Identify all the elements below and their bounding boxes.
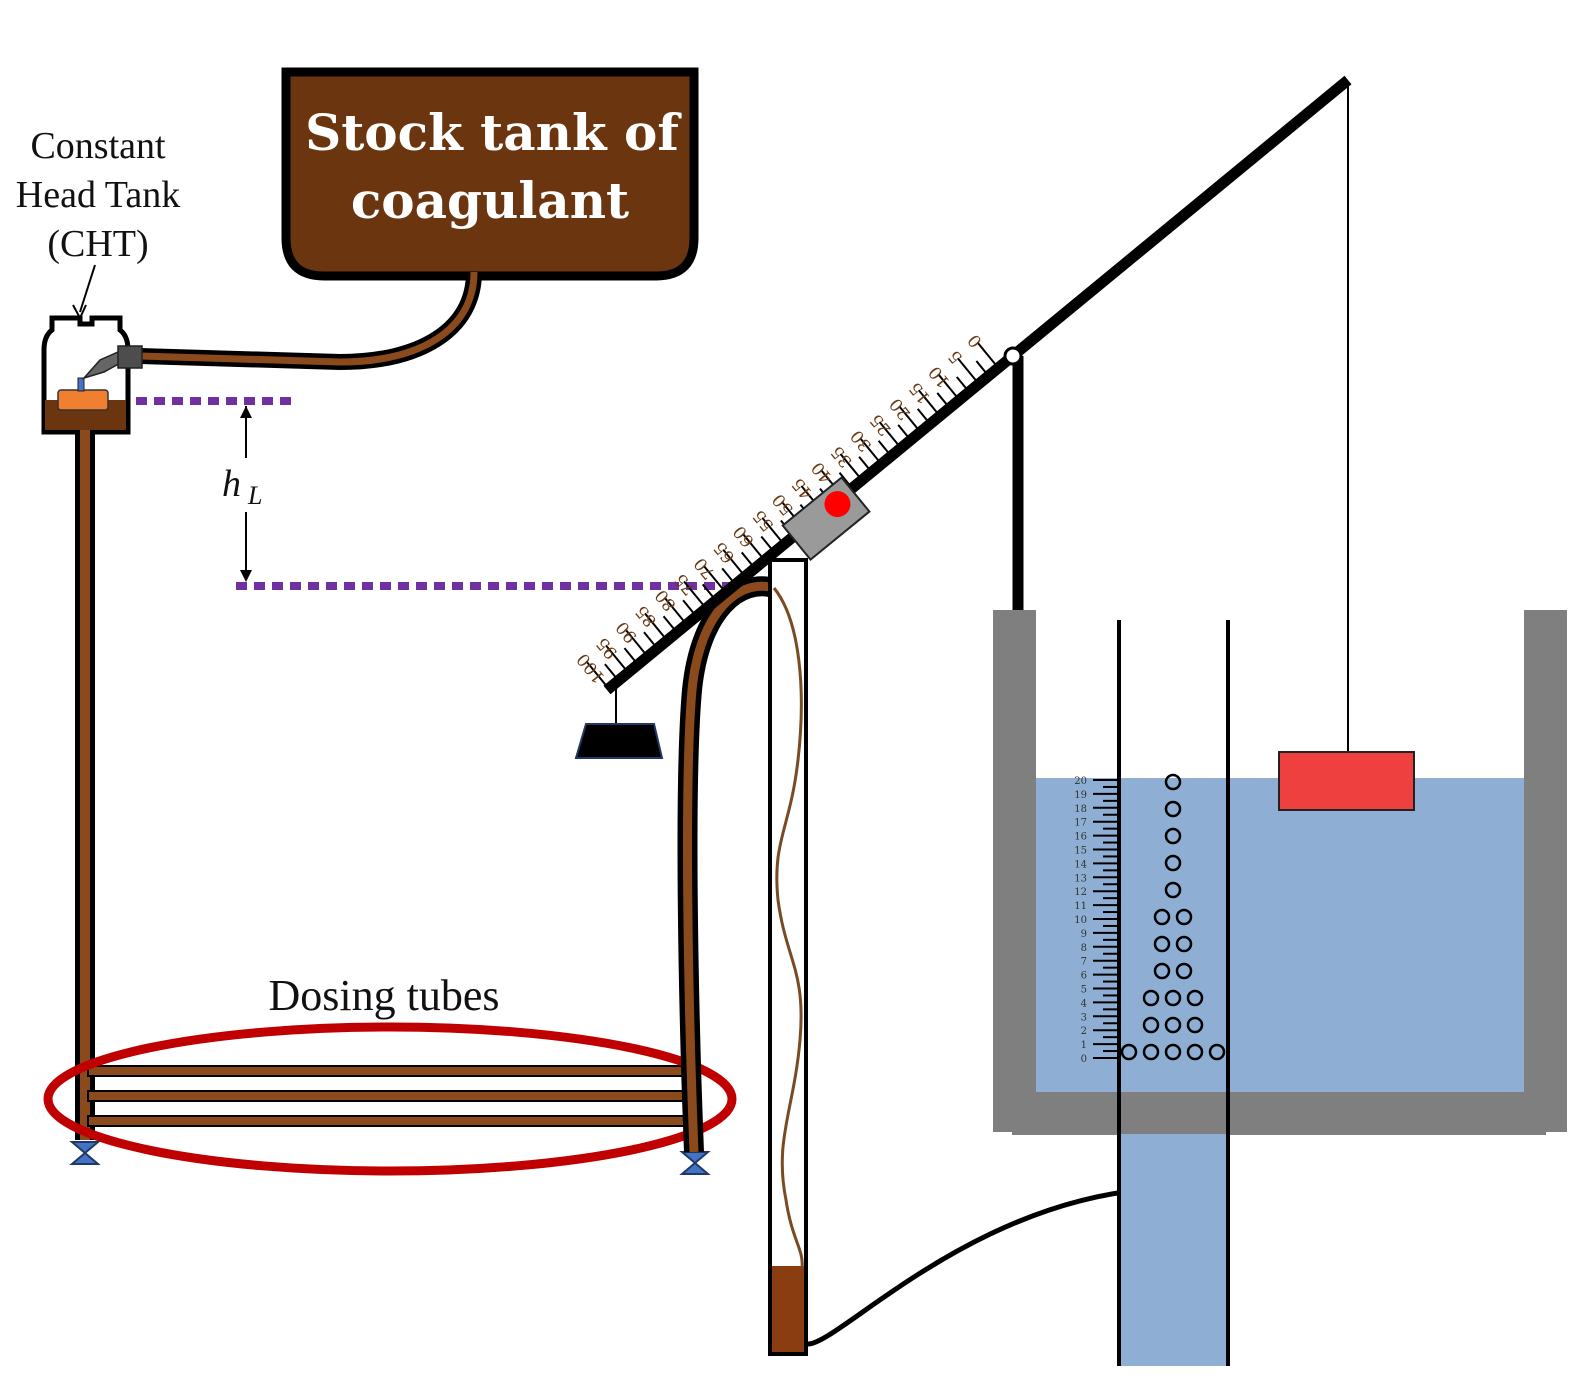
water-gauge-label: 5 bbox=[1081, 985, 1087, 996]
tank-water bbox=[1036, 778, 1524, 1094]
lever-scale-tick bbox=[937, 373, 962, 403]
pivot-point bbox=[1003, 346, 1023, 366]
lever-scale-tick bbox=[859, 437, 884, 467]
lever-scale-tick bbox=[721, 567, 737, 586]
drop-tube bbox=[768, 558, 808, 1356]
lever-scale-tick bbox=[623, 647, 640, 666]
lever-arm bbox=[574, 75, 1352, 759]
water-gauge-label: 14 bbox=[1074, 859, 1087, 870]
lever-scale-tick bbox=[702, 564, 728, 594]
drain-hose bbox=[807, 1185, 1176, 1347]
cht-label-line2: Head Tank bbox=[16, 174, 180, 216]
lever-scale-tick bbox=[740, 551, 757, 571]
bubble-pattern bbox=[1120, 773, 1226, 1061]
water-gauge-label: 1 bbox=[1081, 1040, 1087, 1051]
water-gauge-label: 6 bbox=[1081, 971, 1087, 982]
right-valve-icon[interactable] bbox=[679, 1151, 711, 1175]
lever-scale-tick bbox=[683, 580, 708, 610]
lever-scale-tick bbox=[624, 628, 649, 658]
water-gauge-label: 7 bbox=[1081, 957, 1087, 968]
lever-scale-tick bbox=[975, 360, 991, 379]
stock-tank-label-line1: Stock tank of bbox=[305, 103, 682, 162]
lever-scale-tick bbox=[662, 615, 679, 634]
cht-label-line1: Constant bbox=[30, 125, 166, 167]
lever-slider[interactable] bbox=[781, 476, 871, 562]
dosing-tubes: Dosing tubes bbox=[43, 971, 737, 1176]
lever-scale-tick bbox=[838, 472, 855, 491]
lever-feed-tube bbox=[677, 576, 777, 1153]
water-gauge-label: 17 bbox=[1074, 818, 1087, 829]
lever-scale-tick bbox=[956, 376, 972, 395]
lever-scale-tick bbox=[916, 408, 933, 427]
water-gauge-label: 13 bbox=[1074, 873, 1087, 884]
lever-scale-tick bbox=[878, 421, 904, 451]
lever-scale-tick bbox=[605, 644, 630, 674]
lever-scale-tick bbox=[858, 456, 874, 475]
water-gauge-label: 16 bbox=[1074, 832, 1087, 843]
constant-head-tank: Constant Head Tank (CHT) bbox=[16, 125, 180, 435]
water-gauge-label: 8 bbox=[1081, 943, 1087, 954]
lever-scale-tick bbox=[604, 663, 620, 682]
cht-pointer-arrow bbox=[79, 264, 96, 313]
lever-scale-tick bbox=[839, 453, 864, 483]
feed-hose bbox=[139, 271, 482, 371]
lever-scale-tick bbox=[644, 612, 669, 642]
lever-scale-tick bbox=[897, 424, 913, 443]
float-icon bbox=[1278, 751, 1415, 811]
water-gauge-label: 4 bbox=[1081, 998, 1087, 1009]
stock-tank-label-line2: coagulant bbox=[351, 171, 629, 230]
counterweight-icon bbox=[574, 723, 664, 759]
head-loss-annotation: h L bbox=[136, 397, 782, 590]
dosing-tubes-label: Dosing tubes bbox=[269, 971, 500, 1020]
water-gauge-label: 9 bbox=[1081, 929, 1087, 940]
water-gauge-label: 3 bbox=[1081, 1012, 1087, 1023]
cht-label-line3: (CHT) bbox=[47, 223, 148, 265]
lever-scale-tick bbox=[956, 357, 982, 387]
lever-scale-tick bbox=[917, 389, 943, 419]
stock-tank: Stock tank of coagulant bbox=[281, 67, 699, 281]
water-gauge-label: 12 bbox=[1074, 887, 1087, 898]
water-tank bbox=[993, 610, 1567, 1366]
dosing-tubes-highlight-ring bbox=[43, 1022, 737, 1176]
lever-scale-tick bbox=[701, 583, 718, 602]
lever-scale-tick bbox=[722, 548, 747, 578]
float-valve-icon bbox=[57, 389, 109, 411]
lever-scale-tick bbox=[760, 535, 776, 555]
outlet-column-water bbox=[1119, 1134, 1228, 1366]
lever-scale-tick bbox=[663, 596, 688, 626]
slider-indicator-dot bbox=[824, 491, 851, 518]
water-gauge-label: 10 bbox=[1074, 915, 1087, 926]
water-gauge-label: 15 bbox=[1074, 846, 1087, 857]
water-gauge-label: 19 bbox=[1074, 790, 1087, 801]
lever-scale-tick bbox=[936, 392, 952, 411]
head-loss-subscript: L bbox=[247, 481, 262, 510]
lever-scale-tick bbox=[761, 517, 786, 547]
lever-scale-tick bbox=[898, 405, 923, 435]
lever-scale-tick bbox=[741, 533, 767, 563]
lever-scale-tick bbox=[643, 631, 659, 650]
water-gauge-label: 11 bbox=[1074, 901, 1087, 912]
water-gauge-label: 18 bbox=[1074, 804, 1087, 815]
water-gauge-label: 20 bbox=[1074, 776, 1087, 787]
water-gauge-label: 2 bbox=[1081, 1026, 1087, 1037]
lever-scale-tick bbox=[976, 341, 1001, 371]
lever-scale-tick bbox=[877, 440, 894, 459]
left-valve-icon[interactable] bbox=[69, 1141, 101, 1165]
water-gauge-label: 0 bbox=[1081, 1054, 1087, 1065]
head-loss-label: h bbox=[222, 463, 241, 505]
lever-scale-tick bbox=[585, 660, 610, 690]
drop-tube-fluid bbox=[772, 1266, 804, 1352]
lever-scale-tick bbox=[682, 599, 698, 618]
